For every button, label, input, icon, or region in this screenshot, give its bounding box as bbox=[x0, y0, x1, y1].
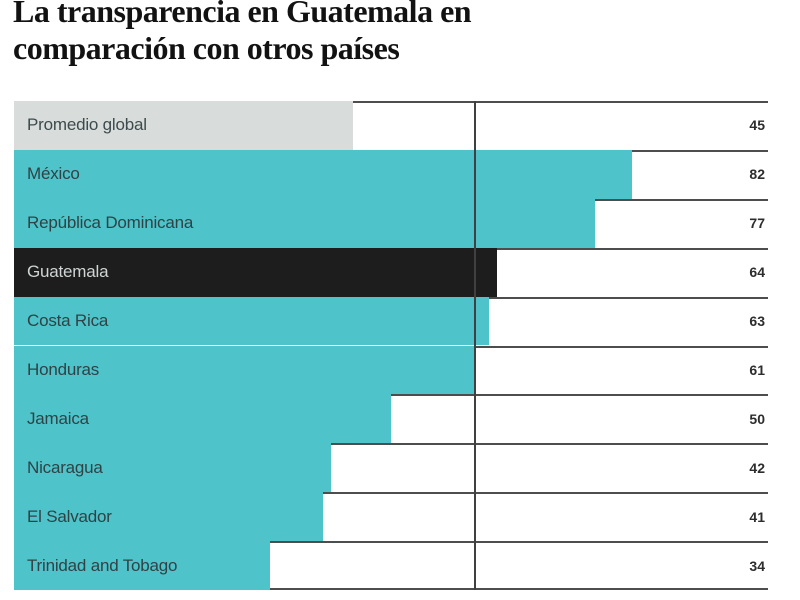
chart-row: Guatemala 64 bbox=[14, 247, 768, 297]
row-label: Costa Rica bbox=[27, 311, 109, 331]
grid-line bbox=[14, 541, 768, 544]
reference-line bbox=[473, 101, 476, 590]
row-value: 82 bbox=[749, 166, 765, 183]
row-value: 42 bbox=[749, 459, 765, 476]
page-title-line1: La transparencia en Guatemala en bbox=[13, 0, 472, 29]
row-value: 41 bbox=[749, 508, 765, 525]
row-label: Honduras bbox=[27, 359, 100, 379]
bar bbox=[14, 443, 331, 493]
row-value: 50 bbox=[749, 410, 765, 427]
row-label: Jamaica bbox=[27, 408, 89, 428]
row-value: 34 bbox=[749, 557, 765, 574]
grid-line bbox=[14, 443, 768, 446]
row-value: 64 bbox=[749, 264, 765, 281]
row-label: Guatemala bbox=[27, 262, 109, 282]
chart-row: Honduras 61 bbox=[14, 345, 768, 395]
page-title-line2: comparación con otros países bbox=[13, 30, 400, 66]
row-value: 77 bbox=[749, 215, 765, 232]
row-label: El Salvador bbox=[27, 506, 112, 526]
row-label: México bbox=[27, 164, 80, 184]
row-label: República Dominicana bbox=[27, 213, 194, 233]
bar bbox=[14, 492, 324, 542]
chart-row: Costa Rica 63 bbox=[14, 296, 768, 346]
bar-chart: Promedio global 45 México 82 República Domin… bbox=[14, 101, 768, 590]
row-value: 45 bbox=[749, 117, 765, 134]
chart-row: Nicaragua 42 bbox=[14, 443, 768, 493]
bar bbox=[14, 101, 354, 150]
row-label: Nicaragua bbox=[27, 457, 103, 477]
grid-line bbox=[14, 588, 768, 590]
chart-row: Promedio global 45 bbox=[14, 101, 768, 150]
page-title: La transparencia en Guatemala en compara… bbox=[13, 0, 472, 67]
bar bbox=[14, 198, 595, 248]
bar bbox=[14, 394, 391, 444]
chart-row: Trinidad and Tobago 34 bbox=[14, 541, 768, 590]
row-value: 61 bbox=[749, 361, 765, 378]
bar bbox=[14, 541, 271, 590]
row-label: Trinidad and Tobago bbox=[27, 555, 178, 575]
chart-row: República Dominicana 77 bbox=[14, 198, 768, 248]
bar bbox=[14, 345, 474, 395]
grid-line bbox=[14, 394, 768, 397]
grid-line bbox=[14, 492, 768, 495]
grid-line bbox=[14, 101, 768, 103]
chart-row: México 82 bbox=[14, 149, 768, 199]
bar bbox=[14, 296, 490, 346]
chart-row: Jamaica 50 bbox=[14, 394, 768, 444]
chart-row: El Salvador 41 bbox=[14, 492, 768, 542]
bar bbox=[14, 149, 633, 199]
row-label: Promedio global bbox=[27, 115, 147, 135]
bar bbox=[14, 247, 497, 297]
row-value: 63 bbox=[749, 313, 765, 330]
